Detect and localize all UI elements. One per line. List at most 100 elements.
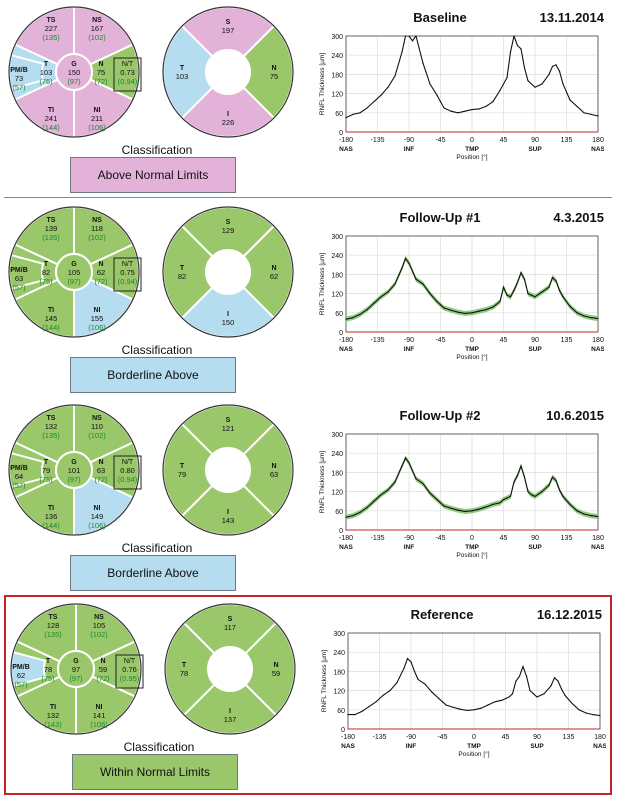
sector-value: 62 (17, 671, 25, 680)
sector-value: 103 (40, 68, 53, 77)
rnfl-data-point (387, 291, 389, 293)
x-tick-label: -180 (339, 337, 353, 344)
x-region-label: TMP (467, 743, 481, 750)
sector-label: NI (96, 704, 103, 711)
rnfl-data-point (345, 516, 347, 518)
rnfl-data-point (480, 707, 482, 709)
rnfl-data-point (597, 317, 599, 320)
rnfl-data-point (387, 86, 389, 88)
rnfl-data-point (516, 281, 519, 283)
sector-normal: (75) (39, 475, 53, 484)
rnfl-data-point (359, 511, 361, 513)
rnfl-data-point (413, 670, 416, 672)
rnfl-data-point (439, 101, 442, 103)
sector-normal: (135) (42, 431, 60, 440)
rnfl-data-point (522, 666, 524, 668)
rnfl-data-point (373, 500, 375, 502)
rnfl-data-point (394, 481, 396, 483)
sector-map: TS128(135)NS105(102)T78(75)N59(72)TI132(… (10, 602, 144, 736)
rnfl-data-point (558, 489, 561, 491)
rnfl-data-point (590, 515, 592, 517)
rnfl-data-point (401, 267, 403, 269)
sector-label: N (98, 261, 103, 268)
sector-label: PM/B (12, 664, 30, 671)
rnfl-data-point (401, 51, 403, 53)
rnfl-data-point (599, 714, 601, 717)
rnfl-data-point (345, 318, 347, 320)
rnfl-data-point (478, 108, 480, 110)
sector-value: 141 (93, 711, 106, 720)
rnfl-data-point (520, 272, 522, 274)
rnfl-data-point (499, 89, 501, 91)
y-tick-label: 180 (331, 272, 343, 279)
x-region-label: TMP (465, 146, 479, 153)
rnfl-data-point (459, 708, 461, 710)
rnfl-data-point (429, 492, 431, 494)
quadrant-outline (162, 404, 294, 536)
nt-label: N/T (122, 459, 134, 466)
quadrant-value: 226 (222, 118, 235, 127)
rnfl-thickness-chart: 0 60 120 180 240 300 -180 -135 -90 -45 0 45 90 135 180… (319, 432, 604, 559)
sector-label: T (44, 261, 49, 268)
y-tick-label: 0 (339, 330, 343, 337)
x-axis-title: Position [°] (456, 551, 487, 559)
x-tick-label: -90 (406, 734, 416, 741)
x-tick-label: 180 (594, 734, 606, 741)
x-region-label: NAS (339, 146, 353, 153)
y-tick-label: 120 (331, 490, 343, 497)
rnfl-data-point (494, 701, 496, 703)
rnfl-data-point (464, 110, 466, 112)
sector-outline (8, 404, 140, 536)
rnfl-data-point (485, 506, 487, 508)
nt-value: 0.75 (120, 268, 135, 277)
rnfl-data-point (527, 80, 529, 82)
rnfl-data-point (422, 62, 424, 64)
rnfl-data-point (520, 48, 522, 50)
y-tick-label: 120 (331, 92, 343, 99)
sector-normal: (102) (88, 431, 106, 440)
x-tick-label: 0 (470, 535, 474, 542)
rnfl-data-point (534, 495, 536, 497)
quadrant-value: 78 (180, 669, 188, 678)
rnfl-data-point (345, 117, 347, 119)
rnfl-data-point (354, 714, 356, 716)
sector-value: 63 (15, 274, 23, 283)
rnfl-data-point (375, 701, 377, 703)
quadrant-label: T (180, 463, 185, 470)
y-tick-label: 120 (331, 292, 343, 299)
sector-value: 62 (97, 268, 105, 277)
sector-label: TS (49, 614, 58, 621)
x-tick-label: 45 (502, 734, 510, 741)
sector-normal: (106) (90, 720, 108, 729)
sector-normal: (72) (94, 475, 108, 484)
rnfl-data-point (541, 83, 543, 85)
x-tick-label: 0 (470, 337, 474, 344)
rnfl-data-point (509, 296, 512, 298)
exam-title: Reference (410, 607, 474, 622)
rnfl-data-point (499, 502, 501, 504)
rnfl-data-point (576, 105, 578, 107)
y-tick-label: 240 (333, 650, 345, 657)
sector-value: 63 (97, 466, 105, 475)
y-tick-label: 240 (331, 451, 343, 458)
nt-normal: (0.94) (118, 475, 138, 484)
rnfl-data-point (509, 495, 512, 497)
y-tick-label: 0 (339, 528, 343, 535)
rnfl-data-point (583, 315, 585, 317)
rnfl-data-point (590, 113, 592, 115)
rnfl-data-point (424, 683, 426, 685)
sector-normal: (135) (42, 233, 60, 242)
rnfl-data-point (382, 694, 384, 696)
nt-normal: (0.95) (120, 674, 140, 683)
x-tick-label: 90 (531, 535, 539, 542)
rnfl-data-point (511, 693, 514, 695)
rnfl-data-point (550, 685, 552, 687)
rnfl-data-point (583, 513, 585, 515)
y-tick-label: 120 (333, 689, 345, 696)
classification-result: Borderline Above (70, 357, 236, 393)
x-region-label: NAS (593, 743, 606, 750)
sector-normal: (72) (94, 277, 108, 286)
quadrant-label: T (180, 265, 185, 272)
sector-value: 101 (68, 466, 81, 475)
rnfl-data-point (492, 503, 494, 505)
